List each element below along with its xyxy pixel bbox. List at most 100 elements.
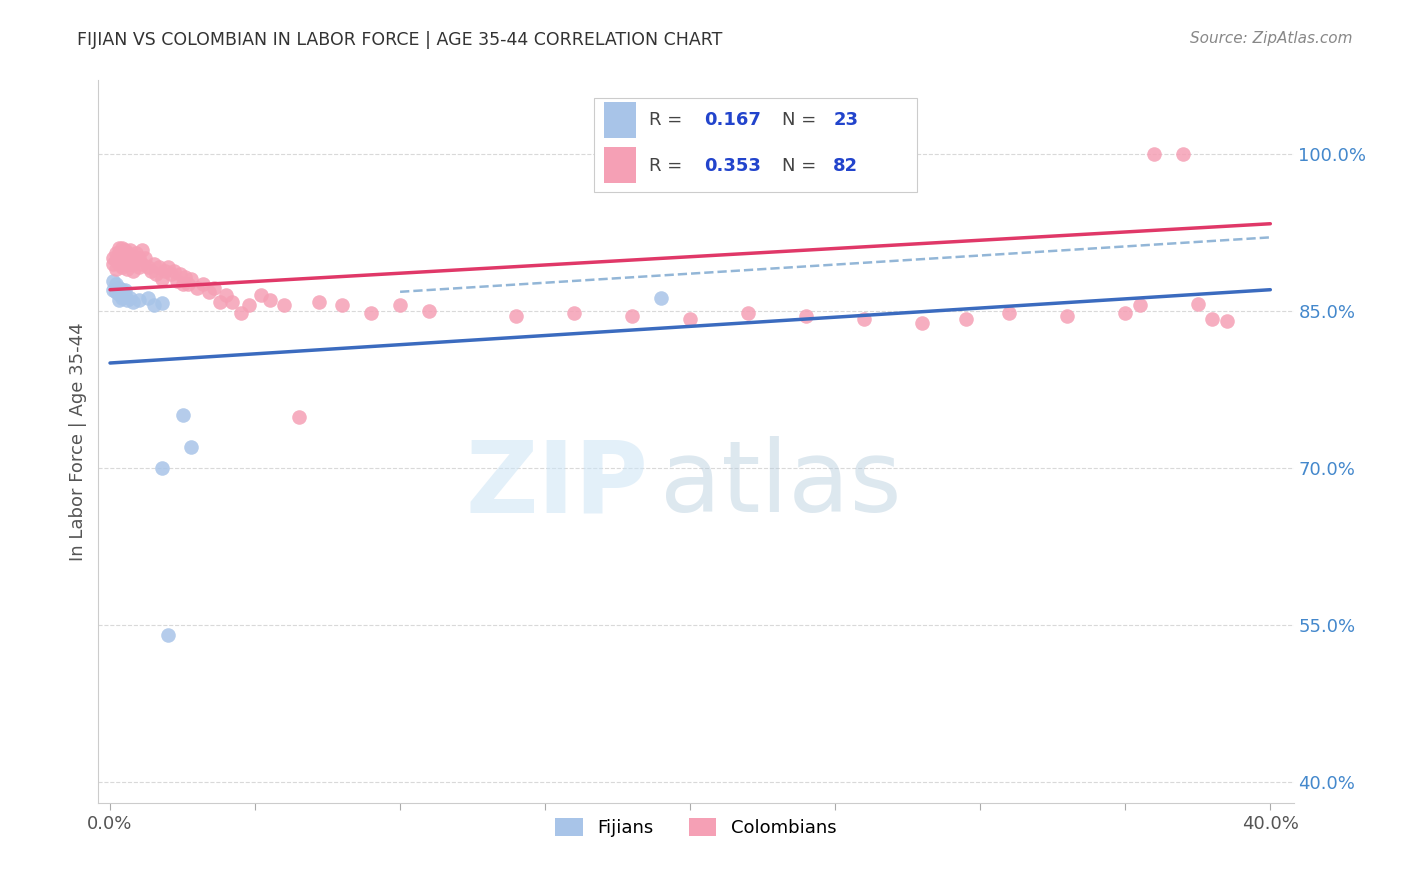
Point bbox=[174, 270, 197, 285]
Point bbox=[186, 280, 208, 294]
Point bbox=[650, 291, 672, 305]
Point bbox=[131, 243, 153, 257]
Point bbox=[136, 260, 159, 274]
Point bbox=[1187, 297, 1209, 311]
Point bbox=[117, 253, 139, 268]
Point bbox=[122, 295, 145, 310]
Point bbox=[998, 306, 1021, 320]
Point bbox=[107, 246, 129, 260]
Point bbox=[114, 256, 136, 270]
Point bbox=[111, 246, 134, 260]
Point bbox=[111, 260, 134, 274]
Point bbox=[308, 295, 330, 310]
Point bbox=[172, 409, 194, 423]
Point bbox=[122, 256, 145, 270]
Point bbox=[150, 460, 173, 475]
Point bbox=[330, 298, 353, 312]
Point bbox=[955, 312, 977, 326]
Point bbox=[114, 283, 136, 297]
Point bbox=[101, 256, 124, 270]
Point bbox=[131, 256, 153, 270]
Point bbox=[197, 285, 219, 299]
Point bbox=[169, 267, 191, 281]
Point bbox=[621, 309, 644, 323]
Point bbox=[111, 241, 134, 255]
Point bbox=[104, 246, 127, 260]
Point bbox=[107, 293, 129, 308]
Point bbox=[273, 298, 295, 312]
Point bbox=[128, 293, 150, 308]
Point bbox=[128, 260, 150, 274]
Point bbox=[1056, 309, 1078, 323]
Point bbox=[120, 291, 142, 305]
Point bbox=[221, 295, 243, 310]
Point bbox=[177, 277, 200, 292]
Point bbox=[287, 410, 309, 425]
Point bbox=[104, 277, 127, 292]
Point bbox=[229, 306, 252, 320]
Point bbox=[145, 267, 167, 281]
Point bbox=[111, 283, 134, 297]
Point bbox=[191, 277, 214, 292]
Point bbox=[737, 306, 759, 320]
Point bbox=[157, 260, 180, 274]
Point bbox=[1143, 146, 1166, 161]
Point bbox=[150, 272, 173, 286]
Point bbox=[157, 628, 180, 642]
Point bbox=[1129, 298, 1152, 312]
Point bbox=[180, 272, 202, 286]
Point bbox=[117, 293, 139, 308]
Point bbox=[122, 264, 145, 278]
Point bbox=[250, 288, 273, 302]
Point bbox=[505, 309, 527, 323]
Point bbox=[853, 312, 876, 326]
Point bbox=[101, 274, 124, 288]
Point bbox=[120, 256, 142, 270]
Point bbox=[107, 241, 129, 255]
Text: FIJIAN VS COLOMBIAN IN LABOR FORCE | AGE 35-44 CORRELATION CHART: FIJIAN VS COLOMBIAN IN LABOR FORCE | AGE… bbox=[77, 31, 723, 49]
Point bbox=[120, 243, 142, 257]
Point bbox=[104, 253, 127, 268]
Text: atlas: atlas bbox=[661, 436, 901, 533]
Point bbox=[104, 285, 127, 299]
Point bbox=[153, 264, 176, 278]
Point bbox=[120, 252, 142, 266]
Point bbox=[114, 249, 136, 263]
Point bbox=[148, 260, 170, 274]
Point bbox=[418, 303, 440, 318]
Y-axis label: In Labor Force | Age 35-44: In Labor Force | Age 35-44 bbox=[69, 322, 87, 561]
Point bbox=[238, 298, 260, 312]
Point bbox=[142, 256, 165, 270]
Point bbox=[150, 296, 173, 310]
Point bbox=[215, 288, 238, 302]
Point bbox=[794, 309, 817, 323]
Point bbox=[134, 252, 156, 266]
Point bbox=[1201, 312, 1223, 326]
Point bbox=[679, 312, 702, 326]
Point bbox=[1114, 306, 1136, 320]
Point bbox=[107, 286, 129, 301]
Point bbox=[163, 264, 186, 278]
Point bbox=[101, 252, 124, 266]
Point bbox=[125, 253, 148, 268]
Point bbox=[172, 277, 194, 292]
Point bbox=[259, 293, 281, 308]
Point bbox=[104, 261, 127, 276]
Point bbox=[122, 249, 145, 263]
Point bbox=[166, 274, 188, 288]
Point bbox=[1216, 314, 1239, 328]
Point bbox=[125, 246, 148, 260]
Point bbox=[142, 298, 165, 312]
Point bbox=[204, 280, 226, 294]
Point bbox=[911, 316, 934, 330]
Point bbox=[389, 298, 412, 312]
Point bbox=[360, 306, 382, 320]
Point bbox=[117, 246, 139, 260]
Point bbox=[180, 440, 202, 454]
Point bbox=[114, 288, 136, 302]
Point bbox=[209, 295, 232, 310]
Point bbox=[128, 252, 150, 266]
Legend: Fijians, Colombians: Fijians, Colombians bbox=[548, 811, 844, 845]
Point bbox=[107, 256, 129, 270]
Point bbox=[117, 261, 139, 276]
